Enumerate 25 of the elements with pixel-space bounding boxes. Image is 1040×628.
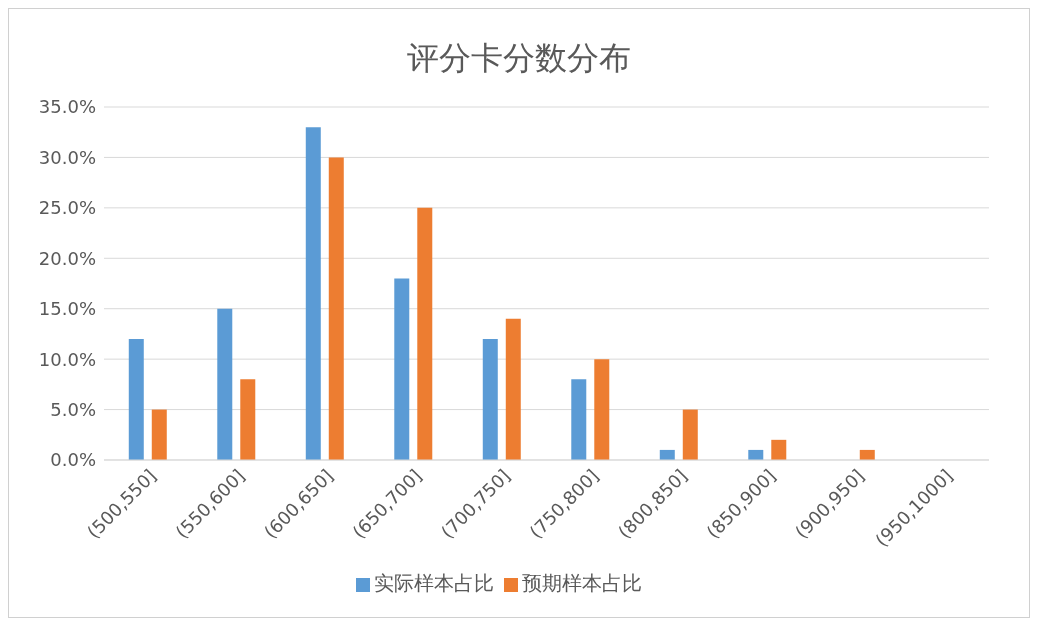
bar: [394, 278, 410, 460]
bar: [482, 338, 498, 460]
bar: [771, 439, 787, 460]
bar: [417, 207, 433, 460]
y-tick-label: 20.0%: [38, 247, 96, 269]
y-tick-label: 10.0%: [38, 348, 96, 370]
y-tick-label: 15.0%: [38, 298, 96, 320]
bar: [151, 409, 167, 460]
y-tick-label: 30.0%: [38, 146, 96, 168]
bar: [505, 318, 521, 460]
bar: [571, 379, 587, 460]
bar: [305, 127, 321, 460]
y-tick-label: 5.0%: [50, 398, 96, 420]
chart-title: 评分卡分数分布: [406, 38, 632, 79]
legend-label: 预期样本占比: [522, 571, 642, 595]
bar: [328, 157, 344, 460]
y-tick-label: 25.0%: [38, 197, 96, 219]
bar: [128, 338, 144, 460]
y-tick-label: 0.0%: [50, 449, 96, 471]
bar: [217, 308, 233, 460]
legend-label: 实际样本占比: [374, 571, 494, 595]
bar: [594, 359, 610, 460]
bar: [240, 379, 256, 460]
y-tick-label: 35.0%: [38, 96, 96, 118]
bar: [682, 409, 698, 460]
